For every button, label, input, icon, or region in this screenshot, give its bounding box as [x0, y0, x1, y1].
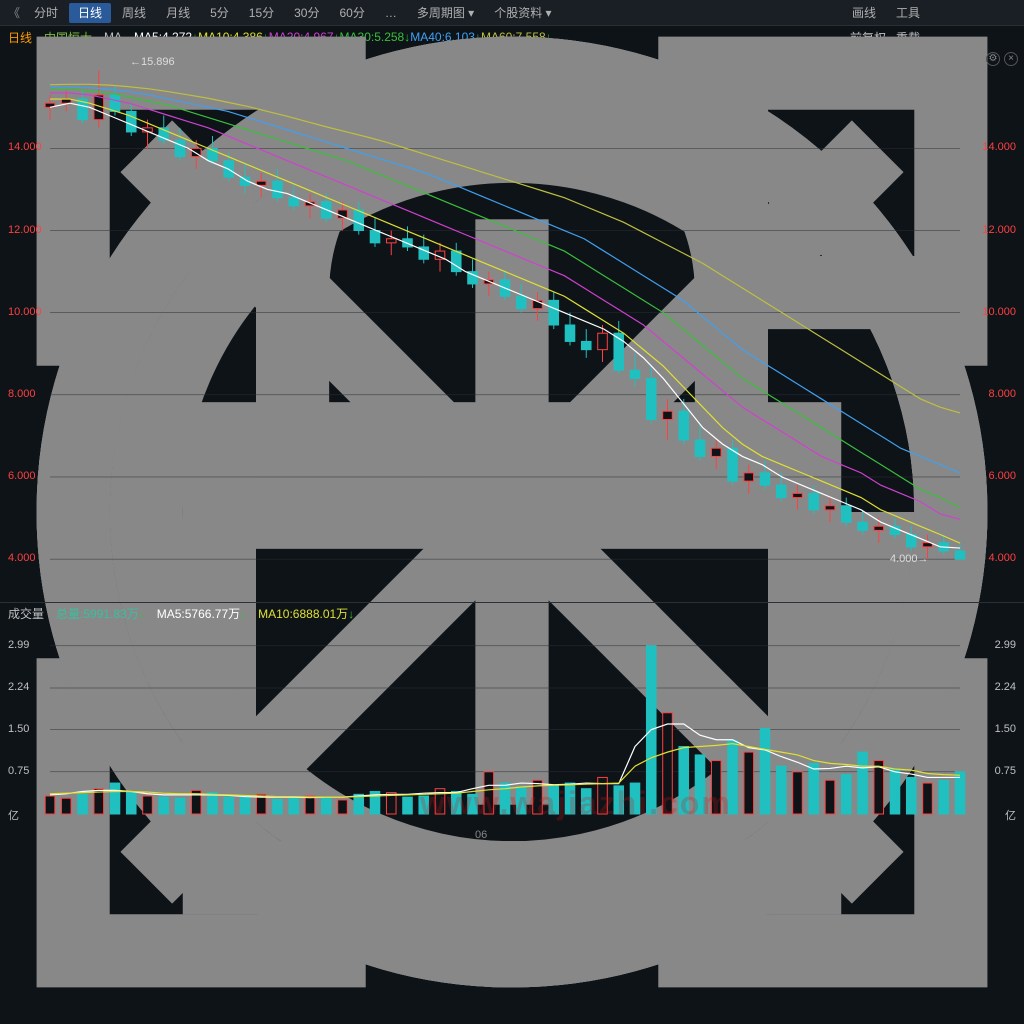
volume-legend: 成交量 总量:5991.83万↓ MA5:5766.77万↓ MA10:6888…	[0, 602, 1024, 624]
date-tick: 2021-03	[50, 829, 90, 841]
date-tick: 08	[775, 829, 787, 841]
date-tick: 06	[475, 829, 487, 841]
date-tick: 09	[930, 829, 942, 841]
volume-label: 成交量	[8, 605, 44, 622]
high-annotation: ←15.896	[130, 56, 175, 68]
volume-chart[interactable]: 亿亿0.750.751.501.502.242.242.992.99	[0, 624, 1024, 824]
date-tick: 05	[325, 829, 337, 841]
volume-ma5: MA5:5766.77万↓	[157, 605, 246, 622]
volume-ma10: MA10:6888.01万↓	[258, 605, 354, 622]
vol-settings-icon[interactable]: ⚙	[986, 52, 1000, 66]
date-tick: 07	[625, 829, 637, 841]
vol-close-icon[interactable]: ×	[1004, 52, 1018, 66]
main-legend: 日线 中国恒大 MA MA5:4.272↓MA10:4.386↓MA20:4.9…	[0, 26, 1024, 48]
plus2-icon[interactable]	[1002, 30, 1016, 44]
date-axis: 2021-03 04 05 06 07 08 09	[0, 824, 1024, 846]
price-chart[interactable]: 4.0004.0006.0006.0008.0008.00010.00010.0…	[0, 48, 1024, 602]
volume-total: 总量:5991.83万↓	[56, 605, 145, 622]
date-tick: 04	[170, 829, 182, 841]
low-annotation: 4.000→	[890, 553, 929, 565]
